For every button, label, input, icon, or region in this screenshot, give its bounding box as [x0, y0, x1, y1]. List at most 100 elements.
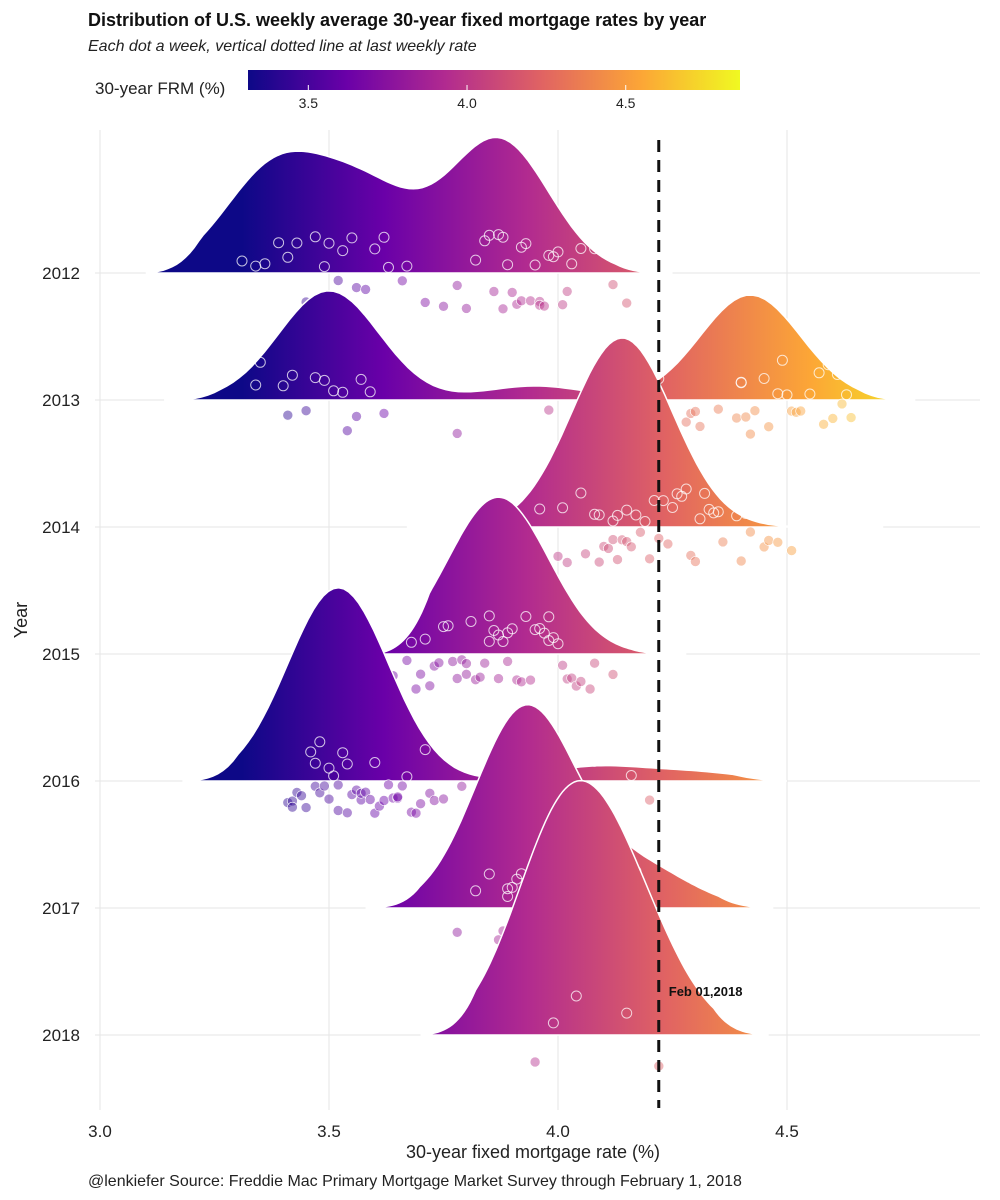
weekly-rate-dot [483, 635, 495, 647]
weekly-rate-dot [529, 1056, 541, 1068]
weekly-rate-dot [612, 509, 623, 521]
weekly-rate-dot [557, 659, 568, 671]
weekly-rate-dot [538, 300, 550, 312]
weekly-rate-dot [740, 411, 752, 423]
weekly-rate-dot [667, 502, 678, 513]
weekly-rate-dot [854, 364, 866, 376]
weekly-rate-dot [735, 484, 747, 496]
weekly-rate-dot [465, 616, 477, 627]
weekly-rate-dot [483, 610, 495, 622]
weekly-rate-dot [396, 622, 408, 634]
weekly-rate-dot [690, 406, 701, 417]
weekly-rate-dot [635, 526, 646, 538]
weekly-rate-dot [341, 425, 353, 437]
weekly-rate-dot [552, 638, 564, 650]
legend-colorbar [248, 70, 740, 90]
weekly-rate-dot [410, 683, 422, 695]
weekly-rate-dot [506, 287, 518, 298]
weekly-rate-dot [461, 668, 472, 680]
weekly-rate-dot [502, 656, 513, 667]
weekly-rate-dot [557, 299, 568, 311]
weekly-rate-dot [273, 237, 285, 249]
ridge-2014 [406, 337, 884, 568]
weekly-rate-dot [566, 258, 578, 270]
weekly-rate-dot [589, 508, 601, 520]
weekly-rate-dot [447, 656, 459, 667]
weekly-rate-dot [621, 504, 633, 516]
weekly-rate-dot [781, 389, 793, 401]
weekly-rate-dot [607, 279, 619, 290]
weekly-rate-dot [625, 770, 637, 781]
weekly-rate-dot [483, 868, 495, 880]
weekly-rate-dot [525, 674, 536, 686]
weekly-rate-dot [694, 421, 706, 432]
weekly-rate-dot [419, 744, 431, 756]
weekly-rate-dot [630, 509, 642, 521]
chart-title: Distribution of U.S. weekly average 30-y… [88, 10, 706, 30]
weekly-rate-dot [497, 231, 509, 243]
weekly-rate-dot [337, 386, 349, 398]
weekly-rate-dot [369, 243, 381, 255]
weekly-rate-dot [712, 506, 724, 518]
density-ridge [145, 136, 673, 274]
weekly-rate-dot [337, 747, 349, 759]
weekly-rate-dot [813, 367, 825, 379]
weekly-rate-dot [786, 545, 797, 556]
weekly-rate-dot [822, 359, 834, 371]
weekly-rate-dot [277, 380, 289, 392]
weekly-rate-dot [346, 232, 358, 244]
density-ridge [164, 290, 916, 401]
weekly-rate-dot [607, 534, 619, 545]
weekly-rate-dot [405, 636, 417, 648]
weekly-rate-dot [410, 807, 422, 819]
weekly-rate-dot [332, 275, 344, 286]
weekly-rate-dot [433, 657, 445, 669]
weekly-rate-dot [383, 779, 394, 791]
weekly-rate-dot [318, 261, 330, 273]
x-tick-label: 4.0 [546, 1122, 570, 1141]
weekly-rate-dot [319, 780, 330, 792]
weekly-rate-dot [570, 680, 582, 692]
weekly-rate-dot [520, 611, 532, 622]
weekly-rate-dot [360, 284, 371, 295]
weekly-rate-dot [383, 261, 394, 273]
weekly-rate-dot [506, 881, 518, 893]
weekly-rate-dot [580, 548, 591, 560]
weekly-rate-dot [406, 806, 417, 818]
ridge-2013 [164, 290, 916, 440]
weekly-rate-dot [502, 891, 514, 902]
weekly-rate-dot [818, 418, 829, 430]
weekly-rate-dot [644, 553, 655, 565]
weekly-rate-dot [735, 377, 747, 389]
weekly-rate-dot [447, 752, 459, 764]
weekly-rate-dot [438, 300, 449, 312]
weekly-rate-dot [318, 374, 330, 386]
weekly-rate-dot [593, 509, 605, 521]
weekly-rate-dot [438, 621, 449, 633]
weekly-rate-dot [254, 356, 266, 368]
weekly-rate-dot [827, 413, 839, 424]
weekly-rate-dot [575, 676, 587, 687]
weekly-rate-dot [644, 794, 655, 806]
weekly-rate-dot [474, 671, 486, 683]
weekly-rate-dot [332, 779, 344, 791]
weekly-rate-dot [497, 303, 509, 315]
weekly-rate-dot [547, 1017, 559, 1029]
weekly-rate-dot [287, 795, 298, 807]
weekly-rate-dot [593, 611, 605, 623]
weekly-rate-dot [415, 798, 426, 810]
weekly-rate-dot [790, 406, 802, 418]
weekly-rate-dot [451, 280, 463, 291]
weekly-rate-dot [328, 770, 340, 782]
weekly-rate-dot [401, 655, 413, 666]
y-axis-labels: 2012 2013 2014 2015 2016 2017 2018 [42, 264, 80, 1045]
weekly-rate-dot [776, 354, 788, 366]
weekly-rate-dot [529, 259, 541, 271]
weekly-rate-dot [296, 790, 307, 802]
caption: @lenkiefer Source: Freddie Mac Primary M… [88, 1173, 742, 1190]
weekly-rate-dot [589, 755, 601, 767]
weekly-rate-dot [534, 299, 546, 311]
weekly-rate-dot [566, 672, 578, 684]
y-tick-label: 2018 [42, 1026, 80, 1045]
